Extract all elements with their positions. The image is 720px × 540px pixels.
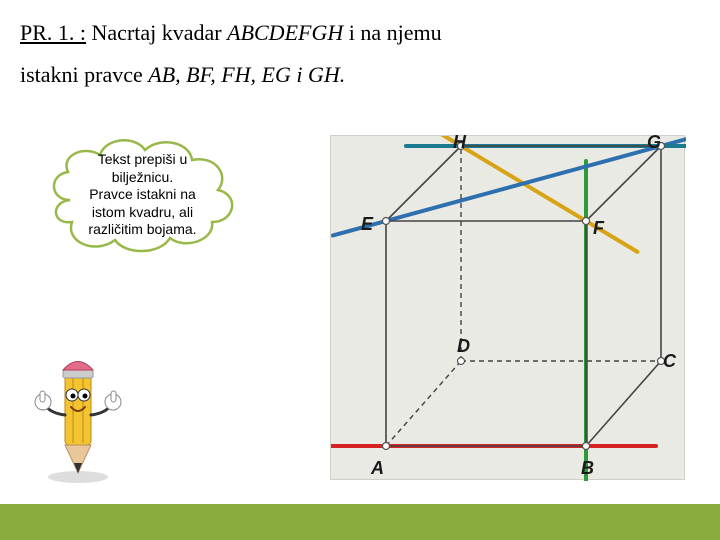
vertex-label-F: F	[593, 218, 604, 239]
pencil-mascot-icon	[30, 355, 125, 485]
cuboid-diagram: A B C D E F G H	[330, 135, 685, 480]
vertex-label-G: G	[647, 132, 661, 153]
exercise-title: PR. 1. : Nacrtaj kvadar ABCDEFGH i na nj…	[0, 0, 720, 96]
vertex-label-H: H	[453, 132, 466, 153]
vertex-label-E: E	[361, 214, 373, 235]
vertex-label-D: D	[457, 336, 470, 357]
title-prefix: PR. 1. :	[20, 20, 86, 45]
cuboid-svg	[331, 136, 686, 481]
footer-bar	[0, 504, 720, 540]
vertex-label-C: C	[663, 351, 676, 372]
instruction-cloud: Tekst prepiši u bilježnicu. Pravce istak…	[40, 130, 245, 260]
vertex-label-A: A	[371, 458, 384, 479]
vertex-label-B: B	[581, 458, 594, 479]
cloud-text: Tekst prepiši u bilježnicu. Pravce istak…	[40, 130, 245, 260]
